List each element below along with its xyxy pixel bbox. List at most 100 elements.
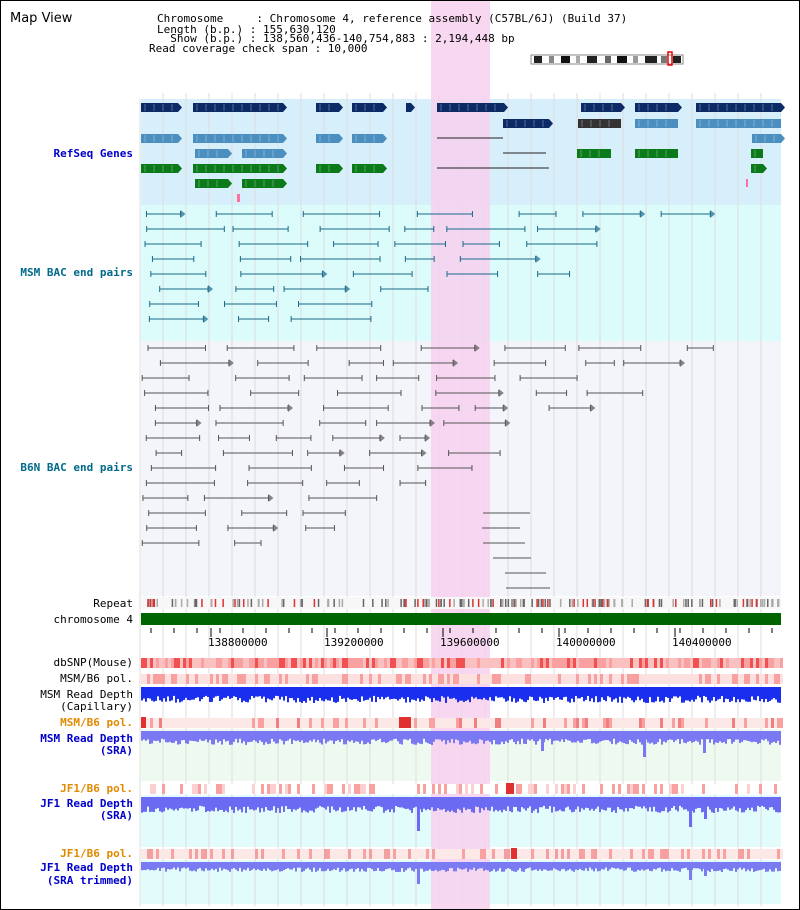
- repeat-element: [147, 599, 149, 607]
- track-label-jf1-b6-pol-2[interactable]: JF1/B6 pol.: [60, 847, 133, 860]
- repeat-element: [685, 599, 687, 607]
- dbsnp-cell: [591, 658, 594, 668]
- jf1-depth-bar: [263, 797, 265, 812]
- pol-cell: [525, 849, 528, 859]
- msm-cap-depth-bar: [657, 687, 659, 697]
- jf1-depth-bar: [157, 797, 159, 809]
- pol-cell: [153, 718, 156, 728]
- jf1-depth-bar: [585, 797, 587, 808]
- msm-sra-depth-bar: [709, 731, 711, 743]
- repeat-element: [515, 599, 517, 607]
- repeat-element: [317, 599, 320, 607]
- jf1-trim-depth-bar: [467, 862, 469, 872]
- pol-cell: [747, 674, 750, 684]
- msm-sra-depth-bar: [767, 731, 769, 742]
- track-label-repeat[interactable]: Repeat: [93, 597, 133, 610]
- jf1-trim-depth-bar: [733, 862, 735, 869]
- pol-cell: [387, 674, 390, 684]
- track-label-jf1-b6-pol-1[interactable]: JF1/B6 pol.: [60, 782, 133, 795]
- repeat-element: [760, 599, 762, 607]
- msm-sra-depth-bar: [449, 731, 451, 743]
- pol-cell: [570, 784, 573, 794]
- pol-cell: [327, 849, 330, 859]
- pol-cell: [525, 718, 528, 728]
- jf1-trim-depth-bar: [509, 862, 511, 870]
- dbsnp-cell: [684, 658, 687, 668]
- jf1-depth-bar: [463, 797, 465, 808]
- jf1-depth-bar: [449, 797, 451, 812]
- jf1-depth-bar: [305, 797, 307, 812]
- jf1-trim-depth-bar: [547, 862, 549, 871]
- dbsnp-cell: [519, 658, 522, 668]
- pol-cell: [756, 674, 759, 684]
- msm-cap-depth-bar: [327, 687, 329, 701]
- jf1-trim-depth-bar: [209, 862, 211, 871]
- track-label-msm-b6-pol-1[interactable]: MSM/B6 pol.: [60, 672, 133, 685]
- msm-sra-depth-bar: [327, 731, 329, 742]
- pol-cell: [246, 849, 249, 859]
- pol-cell: [720, 849, 723, 859]
- track-label-b6n-bac[interactable]: B6N BAC end pairs: [20, 461, 133, 474]
- dbsnp-cell: [555, 658, 558, 668]
- jf1-depth-bar: [771, 797, 773, 808]
- gene-feature: [141, 134, 178, 143]
- pol-cell: [468, 674, 471, 684]
- jf1-depth-bar: [459, 797, 461, 810]
- track-label-jf1-depth-trim[interactable]: JF1 Read Depth: [40, 861, 133, 874]
- msm-sra-depth-bar: [363, 731, 365, 745]
- msm-sra-depth-bar: [773, 731, 775, 742]
- track-label-msm-depth-sra[interactable]: MSM Read Depth: [40, 732, 133, 745]
- msm-cap-depth-bar: [629, 687, 631, 698]
- pol-cell: [633, 849, 636, 859]
- msm-bac-pair-arrow: [640, 210, 646, 218]
- pol-cell: [147, 849, 150, 859]
- msm-sra-depth-bar: [653, 731, 655, 745]
- repeat-element: [591, 599, 594, 607]
- track-label-msm-b6-pol-2[interactable]: MSM/B6 pol.: [60, 716, 133, 729]
- pol-cell: [543, 718, 546, 728]
- jf1-trim-depth-bar: [521, 862, 523, 872]
- msm-sra-depth-bar: [377, 731, 379, 741]
- msm-sra-depth-bar-spike: [703, 731, 706, 753]
- track-label-msm-bac[interactable]: MSM BAC end pairs: [20, 266, 133, 279]
- msm-sra-depth-bar: [599, 731, 601, 742]
- msm-sra-depth-bar: [641, 731, 643, 745]
- pol-cell: [252, 849, 255, 859]
- jf1-depth-bar: [321, 797, 323, 808]
- track-label-refseq-genes[interactable]: RefSeq Genes: [53, 147, 133, 160]
- msm-cap-depth-bar: [561, 687, 563, 700]
- msm-sra-depth-bar: [283, 731, 285, 745]
- jf1-depth-bar: [155, 797, 157, 809]
- pol-cell: [351, 784, 354, 794]
- jf1-trim-depth-bar-spike: [689, 862, 692, 880]
- msm-cap-depth-bar: [697, 687, 699, 696]
- jf1-depth-bar: [243, 797, 245, 807]
- jf1-depth-bar: [599, 797, 601, 813]
- msm-cap-depth-bar: [289, 687, 291, 699]
- jf1-depth-bar: [653, 797, 655, 807]
- msm-sra-depth-bar: [289, 731, 291, 739]
- pol-cell: [471, 718, 474, 728]
- pol-cell: [654, 784, 657, 794]
- repeat-element: [500, 599, 502, 607]
- msm-cap-depth-bar: [397, 687, 399, 701]
- pol-cell: [552, 718, 555, 728]
- msm-cap-depth-bar: [195, 687, 197, 698]
- dbsnp-cell: [444, 658, 447, 668]
- jf1-depth-bar: [143, 797, 145, 812]
- jf1-trim-depth-bar: [693, 862, 695, 869]
- pol-cell: [726, 784, 729, 794]
- msm-sra-depth-bar: [399, 731, 401, 744]
- msm-cap-depth-bar: [441, 687, 443, 697]
- msm-sra-depth-bar: [153, 731, 155, 741]
- track-label-dbsnp[interactable]: dbSNP(Mouse): [53, 656, 133, 669]
- msm-cap-depth-bar: [551, 687, 553, 698]
- track-label-jf1-depth[interactable]: JF1 Read Depth: [40, 797, 133, 810]
- track-label-msm-depth-cap[interactable]: MSM Read Depth: [40, 688, 133, 701]
- msm-sra-depth-bar: [203, 731, 205, 741]
- pol-cell: [621, 718, 624, 728]
- dbsnp-cell: [696, 658, 699, 668]
- gene-arrow: [283, 164, 287, 173]
- pol-cell: [714, 784, 717, 794]
- repeat-element: [180, 599, 183, 607]
